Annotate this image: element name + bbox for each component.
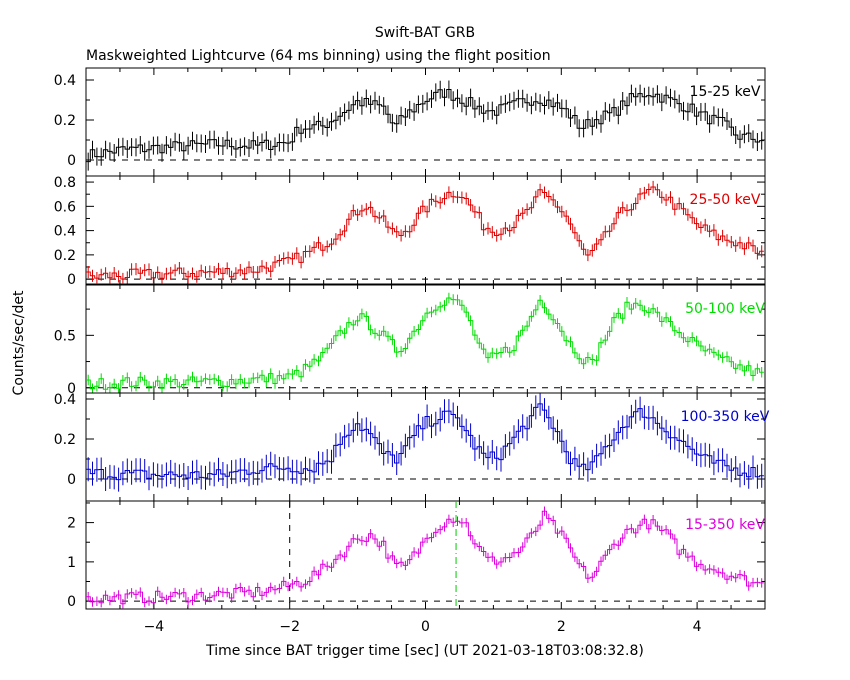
series-label: 25-50 keV: [690, 192, 761, 208]
series-line: [86, 403, 764, 481]
x-tick-label: 4: [693, 619, 702, 635]
series-line: [86, 297, 764, 390]
panel-2: 0 0.2 0.4 0.6 0.8 25-50 keV: [54, 175, 766, 288]
x-tick-label: 0: [421, 619, 430, 635]
series-error-bars: [87, 506, 763, 609]
y-tick-label: 0.2: [54, 432, 76, 448]
y-tick-label: 0.2: [54, 248, 76, 264]
chart-subtitle: Maskweighted Lightcurve (64 ms binning) …: [86, 48, 551, 64]
y-tick-label: 0.5: [54, 328, 76, 344]
x-tick-label: 2: [557, 619, 566, 635]
panel-frame: [85, 175, 766, 285]
series-error-bars: [87, 292, 763, 393]
chart-title: Swift-BAT GRB: [375, 25, 475, 41]
y-tick-label: 2: [67, 516, 76, 532]
y-axis-label: Counts/sec/det: [11, 290, 27, 395]
series-label: 50-100 keV: [685, 301, 765, 317]
series-label: 15-350 keV: [685, 517, 765, 533]
series-line: [86, 510, 764, 605]
panel-1: 0 0.2 0.4 15-25 keV: [54, 67, 766, 177]
x-tick-label: −2: [279, 619, 300, 635]
y-tick-label: 0: [67, 381, 76, 397]
panel-5: 0 1 2 15-350 keV: [67, 500, 766, 610]
y-tick-label: 0.4: [54, 73, 76, 89]
series-line: [86, 89, 764, 163]
y-tick-label: 0: [67, 153, 76, 169]
y-tick-label: 0: [67, 594, 76, 610]
y-tick-label: 0: [67, 472, 76, 488]
series-error-bars: [87, 393, 763, 492]
series-error-bars: [87, 80, 763, 171]
y-tick-label: 0.4: [54, 392, 76, 408]
y-tick-label: 0.8: [54, 175, 76, 191]
panel-frame: [85, 500, 766, 610]
series-label: 15-25 keV: [690, 84, 761, 100]
x-tick-label: −4: [144, 619, 165, 635]
panel-3: 0 0.5 50-100 keV: [54, 284, 766, 397]
panel-4: 0 0.2 0.4 100-350 keV: [54, 392, 770, 502]
x-axis-label: Time since BAT trigger time [sec] (UT 20…: [205, 643, 644, 659]
y-tick-label: 0: [67, 272, 76, 288]
y-tick-label: 0.6: [54, 199, 76, 215]
y-tick-label: 0.2: [54, 113, 76, 129]
series-line: [86, 186, 764, 280]
series-error-bars: [87, 180, 763, 284]
y-tick-label: 1: [67, 555, 76, 571]
y-tick-label: 0.4: [54, 224, 76, 240]
series-label: 100-350 keV: [681, 409, 770, 425]
